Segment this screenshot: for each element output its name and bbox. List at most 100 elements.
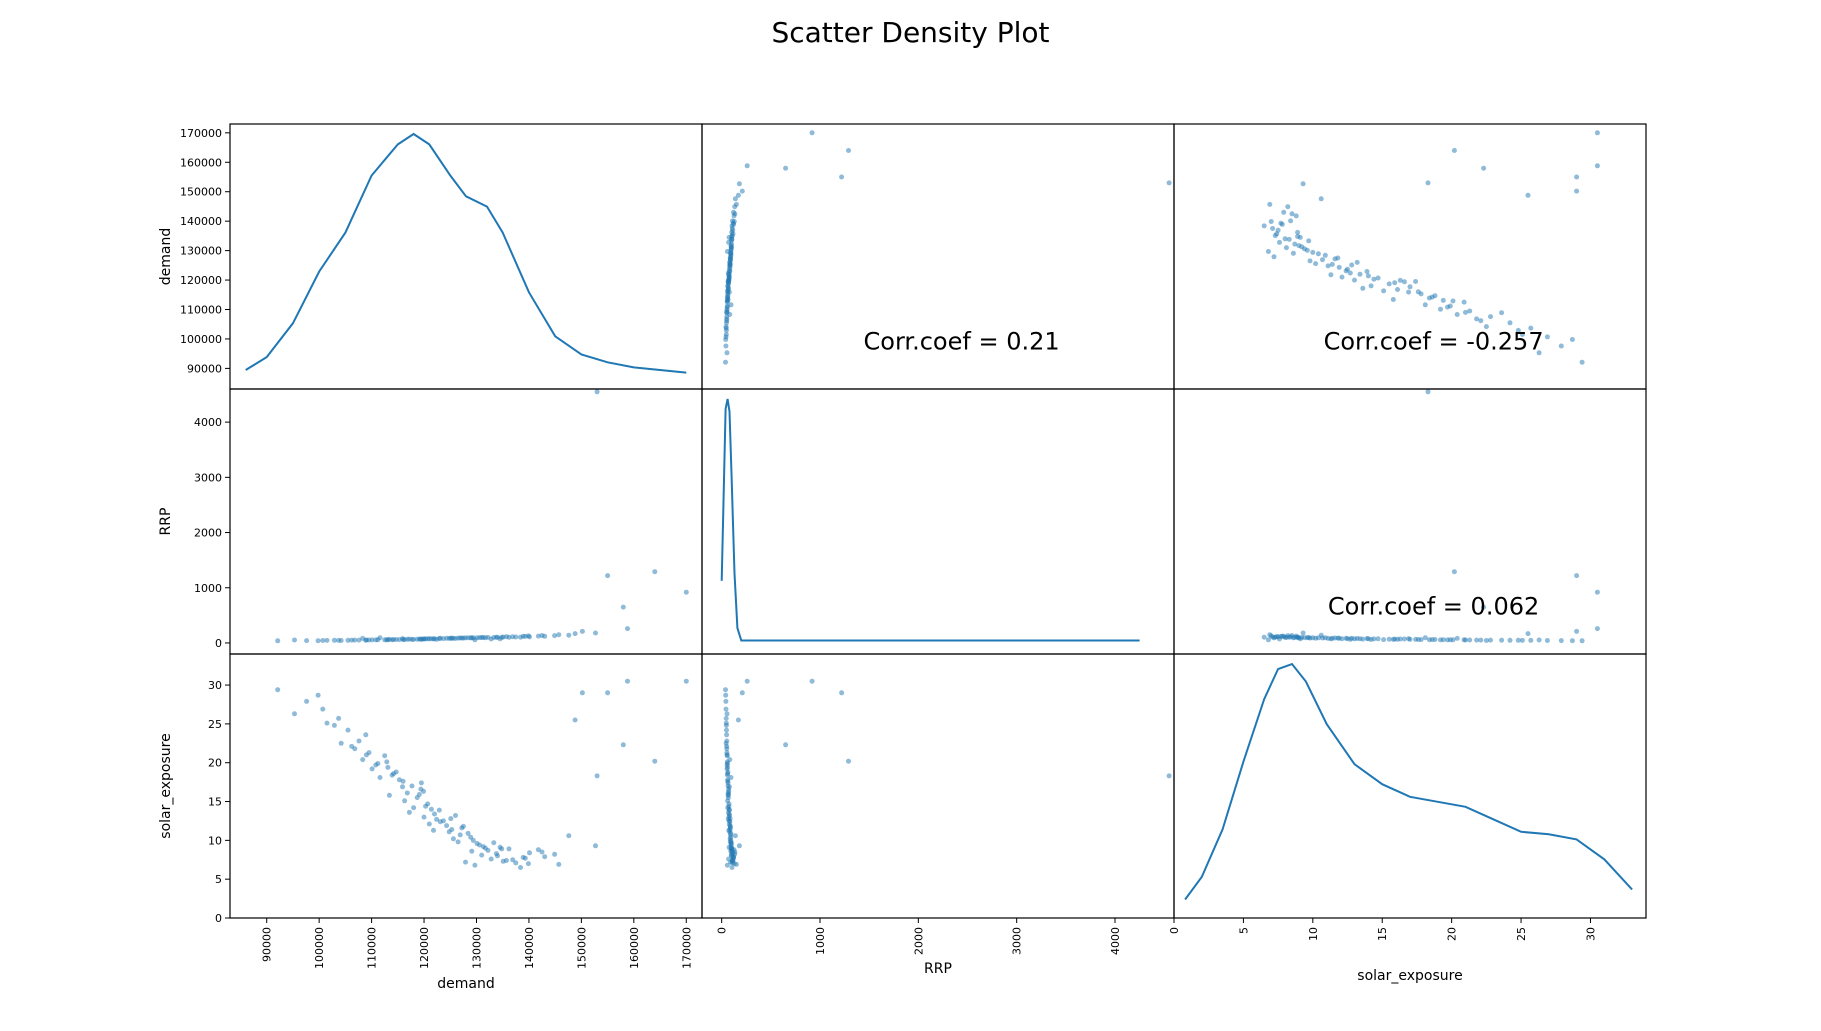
scatter-point-solar_exposure-vs-RRP bbox=[724, 727, 729, 733]
scatter-point-demand-vs-RRP bbox=[733, 201, 739, 207]
scatter-point-solar_exposure-vs-demand bbox=[402, 798, 408, 804]
scatter-point-demand-vs-RRP bbox=[728, 244, 734, 250]
scatter-point-RRP-vs-solar_exposure bbox=[1304, 635, 1310, 641]
scatter-point-demand-vs-solar_exposure bbox=[1357, 271, 1363, 277]
scatter-point-demand-vs-RRP bbox=[783, 165, 789, 171]
scatter-point-demand-vs-RRP bbox=[725, 289, 731, 295]
scatter-point-solar_exposure-vs-RRP bbox=[731, 861, 737, 867]
scatter-point-solar_exposure-vs-demand bbox=[409, 783, 415, 789]
scatter-point-solar_exposure-vs-RRP bbox=[735, 717, 741, 723]
scatter-point-demand-vs-RRP bbox=[726, 273, 732, 279]
scatter-point-RRP-vs-solar_exposure bbox=[1415, 637, 1421, 642]
scatter-point-RRP-vs-demand bbox=[421, 636, 427, 642]
panel-frame-RRP-vs-demand bbox=[229, 388, 703, 655]
scatter-point-demand-vs-solar_exposure bbox=[1447, 303, 1453, 309]
y-tick-label-demand: 170000 bbox=[180, 127, 222, 140]
scatter-point-demand-vs-solar_exposure bbox=[1463, 309, 1468, 315]
y-axis-label-demand: demand bbox=[158, 228, 174, 285]
scatter-point-solar_exposure-vs-demand bbox=[400, 778, 406, 784]
scatter-point-solar_exposure-vs-RRP bbox=[729, 865, 735, 870]
x-tick-label-demand: 90000 bbox=[261, 927, 274, 962]
scatter-point-demand-vs-RRP bbox=[724, 320, 729, 326]
scatter-point-solar_exposure-vs-RRP bbox=[724, 743, 730, 749]
scatter-point-RRP-vs-solar_exposure bbox=[1279, 633, 1285, 639]
scatter-point-RRP-vs-solar_exposure bbox=[1272, 634, 1278, 640]
scatter-point-demand-vs-solar_exposure bbox=[1461, 299, 1467, 305]
scatter-point-RRP-vs-demand bbox=[349, 637, 355, 643]
scatter-point-RRP-vs-demand bbox=[404, 636, 410, 642]
scatter-point-demand-vs-RRP bbox=[809, 130, 815, 136]
scatter-point-solar_exposure-vs-demand bbox=[552, 851, 558, 857]
x-tick-label-solar_exposure: 15 bbox=[1376, 927, 1389, 941]
corr-coef-label-RRP_solar_exposure: Corr.coef = 0.062 bbox=[1328, 592, 1539, 620]
scatter-point-RRP-vs-demand bbox=[315, 638, 321, 644]
scatter-point-RRP-vs-solar_exposure bbox=[1401, 636, 1407, 642]
scatter-point-demand-vs-RRP bbox=[726, 266, 732, 272]
scatter-point-RRP-vs-solar_exposure bbox=[1365, 636, 1371, 642]
panel-frame-solar_exposure-vs-demand bbox=[229, 653, 703, 919]
scatter-point-RRP-vs-demand bbox=[510, 634, 516, 640]
scatter-point-demand-vs-solar_exposure bbox=[1544, 334, 1550, 340]
y-tick-label-RRP: 4000 bbox=[194, 416, 222, 429]
scatter-point-RRP-vs-demand bbox=[652, 569, 658, 575]
scatter-point-demand-vs-solar_exposure bbox=[1375, 275, 1381, 281]
scatter-point-demand-vs-solar_exposure bbox=[1415, 289, 1421, 295]
y-tick-label-solar_exposure: 30 bbox=[208, 679, 222, 692]
scatter-point-solar_exposure-vs-RRP bbox=[723, 720, 729, 726]
x-tick-label-demand: 140000 bbox=[523, 927, 536, 969]
scatter-point-demand-vs-solar_exposure bbox=[1268, 219, 1274, 224]
scatter-point-demand-vs-solar_exposure bbox=[1292, 241, 1298, 247]
scatter-point-RRP-vs-solar_exposure bbox=[1499, 637, 1505, 643]
scatter-point-RRP-vs-demand bbox=[566, 632, 572, 638]
scatter-point-RRP-vs-solar_exposure bbox=[1574, 573, 1580, 579]
scatter-point-RRP-vs-solar_exposure bbox=[1483, 638, 1489, 643]
scatter-point-RRP-vs-demand bbox=[485, 634, 491, 640]
scatter-point-RRP-vs-solar_exposure bbox=[1261, 634, 1267, 640]
scatter-point-demand-vs-solar_exposure bbox=[1413, 279, 1419, 284]
scatter-point-solar_exposure-vs-demand bbox=[444, 823, 450, 829]
y-tick-label-solar_exposure: 0 bbox=[215, 912, 222, 925]
scatter-point-solar_exposure-vs-RRP bbox=[724, 752, 730, 758]
x-tick-label-RRP: 4000 bbox=[1109, 927, 1122, 955]
scatter-point-solar_exposure-vs-RRP bbox=[723, 715, 729, 721]
scatter-point-RRP-vs-solar_exposure bbox=[1381, 637, 1387, 643]
scatter-point-demand-vs-solar_exposure bbox=[1438, 306, 1443, 312]
scatter-point-demand-vs-solar_exposure bbox=[1395, 287, 1400, 292]
panel-frame-solar_exposure-vs-RRP bbox=[701, 653, 1175, 919]
scatter-point-solar_exposure-vs-demand bbox=[518, 865, 523, 870]
x-axis-label-demand: demand bbox=[437, 976, 494, 992]
y-tick-label-RRP: 2000 bbox=[194, 527, 222, 540]
scatter-point-solar_exposure-vs-demand bbox=[457, 832, 463, 838]
scatter-point-demand-vs-RRP bbox=[731, 219, 737, 224]
scatter-point-RRP-vs-solar_exposure bbox=[1525, 631, 1531, 637]
scatter-point-RRP-vs-demand bbox=[539, 633, 545, 638]
scatter-point-demand-vs-solar_exposure bbox=[1261, 223, 1267, 229]
scatter-point-RRP-vs-solar_exposure bbox=[1467, 637, 1473, 643]
scatter-point-RRP-vs-solar_exposure bbox=[1300, 630, 1306, 636]
scatter-point-demand-vs-solar_exposure bbox=[1349, 262, 1355, 268]
scatter-point-demand-vs-solar_exposure bbox=[1386, 281, 1392, 287]
x-tick-label-RRP: 1000 bbox=[814, 927, 827, 955]
scatter-point-solar_exposure-vs-RRP bbox=[846, 758, 851, 764]
scatter-point-demand-vs-RRP bbox=[725, 297, 730, 303]
scatter-point-solar_exposure-vs-demand bbox=[426, 821, 432, 827]
scatter-point-demand-vs-solar_exposure bbox=[1536, 350, 1542, 356]
scatter-point-RRP-vs-solar_exposure bbox=[1594, 626, 1600, 632]
scatter-point-solar_exposure-vs-demand bbox=[418, 786, 424, 792]
scatter-point-RRP-vs-demand bbox=[385, 637, 391, 643]
density-line-demand bbox=[245, 132, 687, 374]
scatter-point-demand-vs-RRP bbox=[728, 249, 734, 255]
scatter-point-demand-vs-RRP bbox=[723, 325, 729, 331]
scatter-point-RRP-vs-demand bbox=[331, 637, 337, 643]
scatter-point-RRP-vs-solar_exposure bbox=[1429, 637, 1435, 643]
scatter-point-demand-vs-RRP bbox=[730, 227, 736, 233]
scatter-point-demand-vs-solar_exposure bbox=[1454, 312, 1460, 317]
scatter-point-demand-vs-RRP bbox=[727, 261, 733, 267]
scatter-point-solar_exposure-vs-demand bbox=[474, 841, 480, 846]
scatter-point-solar_exposure-vs-demand bbox=[377, 775, 383, 780]
y-tick-label-solar_exposure: 25 bbox=[208, 718, 222, 731]
scatter-point-solar_exposure-vs-demand bbox=[432, 811, 437, 817]
scatter-point-demand-vs-RRP bbox=[724, 303, 730, 309]
scatter-point-solar_exposure-vs-demand bbox=[304, 698, 310, 704]
scatter-point-RRP-vs-solar_exposure bbox=[1454, 635, 1460, 641]
